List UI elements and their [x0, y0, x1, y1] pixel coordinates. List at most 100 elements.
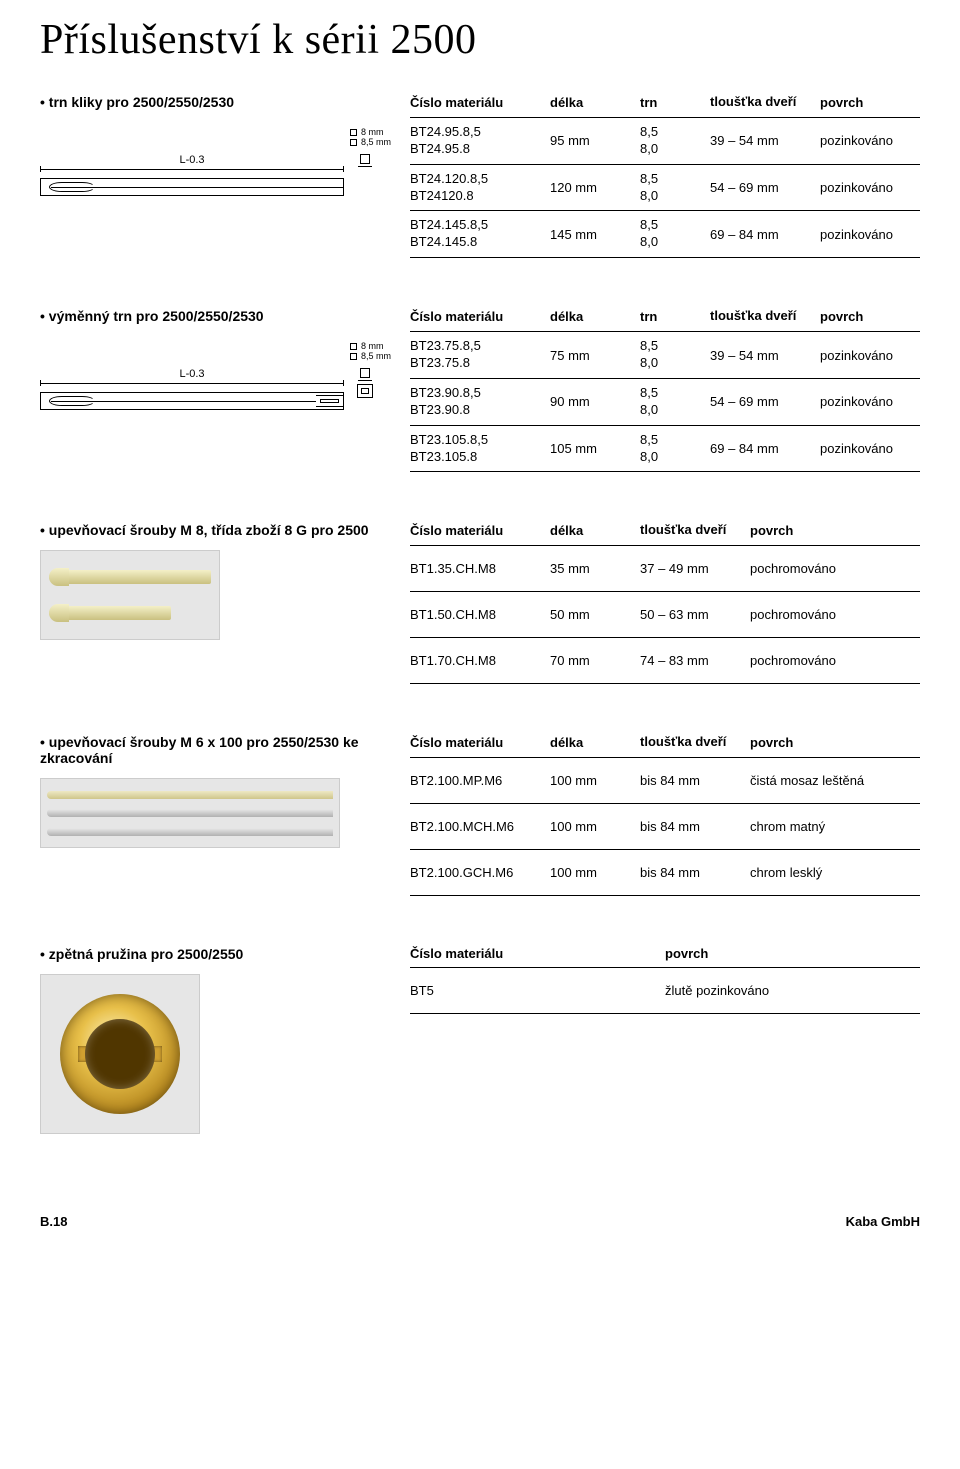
cell-material: BT23.90.8,5BT23.90.8 — [410, 385, 550, 419]
h-thick: tloušťka dveří — [710, 94, 820, 111]
cell-surface: pochromováno — [750, 561, 920, 576]
cell-surface: chrom matný — [750, 819, 920, 834]
cell-material: BT5 — [410, 983, 665, 998]
cell-surface: pochromováno — [750, 607, 920, 622]
cell-trn: 8,58,0 — [640, 385, 710, 419]
table-row: BT23.90.8,5BT23.90.890 mm8,58,054 – 69 m… — [410, 379, 920, 426]
cell-thickness: 69 – 84 mm — [710, 227, 820, 242]
long-screws-photo — [40, 778, 340, 848]
cell-thickness: 37 – 49 mm — [640, 561, 750, 576]
footer-right: Kaba GmbH — [846, 1214, 920, 1229]
s2-title: výměnný trn pro 2500/2550/2530 — [40, 308, 410, 324]
cell-thickness: 54 – 69 mm — [710, 180, 820, 195]
cell-thickness: bis 84 mm — [640, 865, 750, 880]
cell-length: 75 mm — [550, 348, 640, 363]
cell-thickness: 50 – 63 mm — [640, 607, 750, 622]
cell-length: 105 mm — [550, 441, 640, 456]
cell-trn: 8,58,0 — [640, 217, 710, 251]
sq-label-1: 8 mm — [361, 127, 384, 137]
screws-photo — [40, 550, 220, 640]
s5-header: Číslo materiálu povrch — [410, 946, 920, 968]
cell-surface: chrom lesklý — [750, 865, 920, 880]
cell-length: 35 mm — [550, 561, 640, 576]
table-row: BT24.95.8,5BT24.95.895 mm8,58,039 – 54 m… — [410, 118, 920, 165]
cell-length: 100 mm — [550, 773, 640, 788]
s3-header: Číslo materiálu délka tloušťka dveří pov… — [410, 522, 920, 546]
cell-material: BT1.70.CH.M8 — [410, 653, 550, 668]
cell-material: BT23.105.8,5BT23.105.8 — [410, 432, 550, 466]
h-trn: trn — [640, 95, 710, 110]
s1-title: trn kliky pro 2500/2550/2530 — [40, 94, 410, 110]
cell-length: 90 mm — [550, 394, 640, 409]
section-trn-kliky: trn kliky pro 2500/2550/2530 L-0.3 8 mm — [40, 94, 920, 258]
cell-trn: 8,58,0 — [640, 338, 710, 372]
section-pruzina: zpětná pružina pro 2500/2550 Číslo mater… — [40, 946, 920, 1134]
cell-material: BT1.50.CH.M8 — [410, 607, 550, 622]
cell-thickness: 74 – 83 mm — [640, 653, 750, 668]
cell-length: 95 mm — [550, 133, 640, 148]
h-len: délka — [550, 95, 640, 110]
dim-line — [40, 166, 344, 172]
cell-length: 50 mm — [550, 607, 640, 622]
s2-header: Číslo materiálu délka trn tloušťka dveří… — [410, 308, 920, 332]
pin-body — [40, 178, 344, 196]
table-row: BT24.145.8,5BT24.145.8145 mm8,58,069 – 8… — [410, 211, 920, 258]
cell-thickness: 54 – 69 mm — [710, 394, 820, 409]
s1-header: Číslo materiálu délka trn tloušťka dveří… — [410, 94, 920, 118]
cell-trn: 8,58,0 — [640, 124, 710, 158]
h-surf: povrch — [820, 95, 920, 110]
cell-thickness: 69 – 84 mm — [710, 441, 820, 456]
page-title: Příslušenství k sérii 2500 — [40, 16, 920, 64]
table-row: BT2.100.GCH.M6100 mmbis 84 mmchrom leskl… — [410, 850, 920, 896]
cell-material: BT24.145.8,5BT24.145.8 — [410, 217, 550, 251]
cell-material: BT1.35.CH.M8 — [410, 561, 550, 576]
cell-length: 100 mm — [550, 819, 640, 834]
cell-material: BT24.95.8,5BT24.95.8 — [410, 124, 550, 158]
cell-length: 120 mm — [550, 180, 640, 195]
footer: B.18 Kaba GmbH — [0, 1214, 960, 1249]
cell-trn: 8,58,0 — [640, 171, 710, 205]
cell-trn: 8,58,0 — [640, 432, 710, 466]
table-row: BT1.50.CH.M850 mm50 – 63 mmpochromováno — [410, 592, 920, 638]
diagram-pin-1: L-0.3 8 mm 8,5 mm — [40, 128, 410, 196]
cell-length: 145 mm — [550, 227, 640, 242]
h-mat: Číslo materiálu — [410, 95, 550, 110]
spring-photo — [40, 974, 200, 1134]
section-srouby-m6: upevňovací šrouby M 6 x 100 pro 2550/253… — [40, 734, 920, 896]
cell-surface: pozinkováno — [820, 348, 920, 363]
pin-body-2 — [40, 392, 344, 410]
cell-surface: pozinkováno — [820, 180, 920, 195]
dim-label-l2: L-0.3 — [40, 368, 344, 380]
cell-thickness: 39 – 54 mm — [710, 348, 820, 363]
section-srouby-m8: upevňovací šrouby M 8, třída zboží 8 G p… — [40, 522, 920, 684]
cell-thickness: bis 84 mm — [640, 773, 750, 788]
cell-surface: pochromováno — [750, 653, 920, 668]
footer-left: B.18 — [40, 1214, 67, 1229]
cell-length: 70 mm — [550, 653, 640, 668]
table-row: BT2.100.MP.M6100 mmbis 84 mmčistá mosaz … — [410, 758, 920, 804]
side-profile-hex-icon — [350, 368, 380, 408]
dim-label-l: L-0.3 — [40, 154, 344, 166]
s5-title: zpětná pružina pro 2500/2550 — [40, 946, 410, 962]
cell-surface: čistá mosaz leštěná — [750, 773, 920, 788]
section-vymenny-trn: výměnný trn pro 2500/2550/2530 L-0.3 — [40, 308, 920, 472]
table-row: BT2.100.MCH.M6100 mmbis 84 mmchrom matný — [410, 804, 920, 850]
cell-material: BT23.75.8,5BT23.75.8 — [410, 338, 550, 372]
cell-material: BT2.100.MP.M6 — [410, 773, 550, 788]
sq-label-2: 8,5 mm — [361, 137, 391, 147]
cell-surface: pozinkováno — [820, 227, 920, 242]
cell-length: 100 mm — [550, 865, 640, 880]
cell-material: BT2.100.MCH.M6 — [410, 819, 550, 834]
s3-title: upevňovací šrouby M 8, třída zboží 8 G p… — [40, 522, 410, 538]
table-row: BT1.35.CH.M835 mm37 – 49 mmpochromováno — [410, 546, 920, 592]
cell-surface: žlutě pozinkováno — [665, 983, 920, 998]
side-profile-icon — [350, 154, 380, 194]
cell-thickness: bis 84 mm — [640, 819, 750, 834]
table-row: BT23.105.8,5BT23.105.8105 mm8,58,069 – 8… — [410, 426, 920, 473]
s4-title: upevňovací šrouby M 6 x 100 pro 2550/253… — [40, 734, 370, 766]
cell-surface: pozinkováno — [820, 133, 920, 148]
s4-header: Číslo materiálu délka tloušťka dveří pov… — [410, 734, 920, 758]
diagram-pin-2: L-0.3 8 mm 8,5 mm — [40, 342, 410, 410]
table-row: BT24.120.8,5BT24120.8120 mm8,58,054 – 69… — [410, 165, 920, 212]
cell-material: BT2.100.GCH.M6 — [410, 865, 550, 880]
